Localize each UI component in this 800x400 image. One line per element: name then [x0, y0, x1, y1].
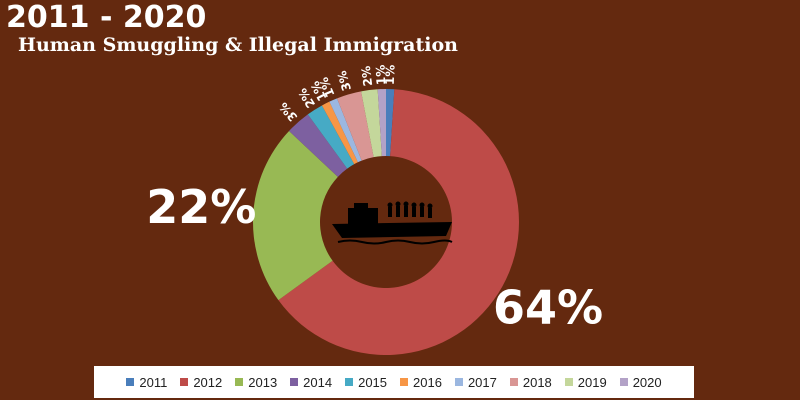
legend-swatch — [180, 378, 189, 386]
legend-swatch — [564, 378, 573, 386]
legend-swatch — [454, 378, 463, 386]
legend-item-2020: 2020 — [619, 374, 662, 390]
legend-item-2015: 2015 — [345, 375, 387, 390]
slice-2015 — [307, 105, 355, 169]
slice-2019 — [361, 89, 382, 158]
legend-item-2011: 2011 — [126, 375, 167, 390]
legend-item-2016: 2016 — [400, 375, 442, 390]
legend-label: 2016 — [413, 374, 442, 390]
legend-label: 2015 — [358, 374, 388, 390]
boat-with-migrants-icon — [332, 201, 453, 245]
legend-swatch — [400, 378, 409, 386]
slice-2017 — [329, 98, 362, 163]
legend-label: 2017 — [467, 374, 497, 390]
slice-2018 — [337, 91, 374, 161]
data-label-2011: 1% — [383, 64, 398, 85]
legend-swatch — [345, 378, 354, 386]
data-labels: 1%64%22%3%2%1%1%3% 2%1% — [146, 64, 603, 334]
chart-legend: 2011 2012 2013 2014 2015 2016 2017 2018 2019 2020 — [94, 366, 694, 398]
chart-title: 2011 - 2020 — [6, 0, 207, 35]
legend-item-2018: 2018 — [509, 374, 552, 390]
donut-slices — [252, 89, 519, 355]
data-label-2018: 3% — [335, 69, 354, 92]
legend-label: 2013 — [248, 374, 278, 390]
data-label-2012: 64% — [493, 281, 603, 335]
legend-label: 2012 — [193, 374, 223, 390]
data-label-2019: 2% — [359, 65, 375, 87]
legend-label: 2014 — [303, 374, 333, 390]
slice-2013 — [252, 130, 338, 301]
legend-item-2012: 2012 — [180, 375, 222, 390]
legend-swatch — [290, 378, 299, 386]
legend-label: 2011 — [139, 374, 168, 390]
legend-label: 2020 — [632, 374, 662, 390]
legend-item-2013: 2013 — [235, 375, 277, 390]
slice-2020 — [377, 89, 386, 157]
legend-swatch — [235, 378, 244, 386]
data-label-2014: 3% — [276, 100, 300, 125]
legend-swatch — [126, 378, 135, 386]
data-label-2020: 1% — [374, 64, 389, 85]
slice-2016 — [321, 101, 358, 165]
legend-item-2014: 2014 — [290, 375, 332, 390]
data-label-2013: 22% — [146, 180, 256, 234]
legend-swatch — [619, 378, 628, 386]
legend-item-2019: 2019 — [564, 374, 607, 390]
legend-label: 2019 — [577, 374, 607, 390]
legend-swatch — [509, 378, 518, 386]
slice-2014 — [289, 114, 348, 177]
legend-item-2017: 2017 — [454, 374, 497, 390]
chart-subtitle: Human Smuggling & Illegal Immigration — [18, 34, 458, 56]
slice-2012 — [278, 89, 519, 355]
slice-2011 — [386, 89, 395, 157]
legend-label: 2018 — [522, 374, 552, 390]
